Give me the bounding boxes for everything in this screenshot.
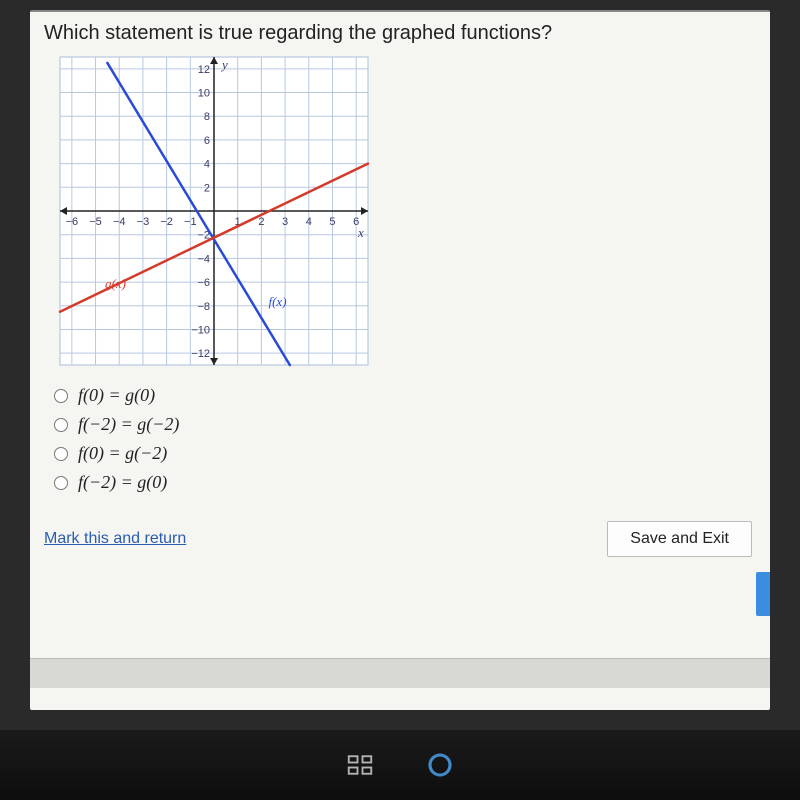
option-label: f(−2) = g(−2) [78,414,179,435]
radio-icon [54,476,68,490]
next-button-edge[interactable] [756,572,770,616]
option-b[interactable]: f(−2) = g(−2) [54,410,756,439]
radio-icon [54,418,68,432]
mark-return-link[interactable]: Mark this and return [44,530,186,548]
question-text: Which statement is true regarding the gr… [44,22,756,45]
window-status-bar [30,658,770,688]
svg-text:−4: −4 [197,253,210,265]
svg-text:4: 4 [204,159,210,171]
svg-text:y: y [220,57,228,72]
svg-text:x: x [357,225,364,240]
task-view-icon[interactable] [345,750,375,780]
option-c[interactable]: f(0) = g(−2) [54,439,756,468]
svg-text:10: 10 [198,88,210,100]
svg-text:−10: −10 [191,324,210,336]
quiz-panel: Which statement is true regarding the gr… [30,10,770,710]
svg-text:−1: −1 [184,216,197,228]
svg-text:5: 5 [329,216,335,228]
option-label: f(0) = g(−2) [78,443,167,464]
svg-text:f(x): f(x) [268,294,286,309]
svg-text:−5: −5 [89,216,102,228]
option-d[interactable]: f(−2) = g(0) [54,468,756,497]
svg-text:6: 6 [204,135,210,147]
svg-text:−4: −4 [113,216,126,228]
svg-text:−2: −2 [160,216,173,228]
cortana-icon[interactable] [425,750,455,780]
svg-text:3: 3 [282,216,288,228]
svg-text:4: 4 [306,216,312,228]
footer: Mark this and return Save and Exit [44,521,756,557]
radio-icon [54,389,68,403]
os-taskbar [0,730,800,800]
option-a[interactable]: f(0) = g(0) [54,381,756,410]
svg-text:2: 2 [258,216,264,228]
svg-text:−3: −3 [137,216,150,228]
radio-icon [54,447,68,461]
svg-text:g(x): g(x) [105,276,126,291]
svg-text:−8: −8 [197,301,210,313]
svg-text:2: 2 [204,182,210,194]
graph: −6−5−4−3−2−1123456−12−10−8−6−4−224681012… [54,51,374,371]
svg-text:12: 12 [198,64,210,76]
option-label: f(−2) = g(0) [78,472,167,493]
answer-options: f(0) = g(0) f(−2) = g(−2) f(0) = g(−2) f… [54,381,756,497]
save-exit-button[interactable]: Save and Exit [607,521,752,557]
option-label: f(0) = g(0) [78,385,155,406]
svg-text:−6: −6 [197,277,210,289]
svg-text:−6: −6 [66,216,79,228]
svg-text:−12: −12 [191,348,210,360]
svg-text:8: 8 [204,111,210,123]
